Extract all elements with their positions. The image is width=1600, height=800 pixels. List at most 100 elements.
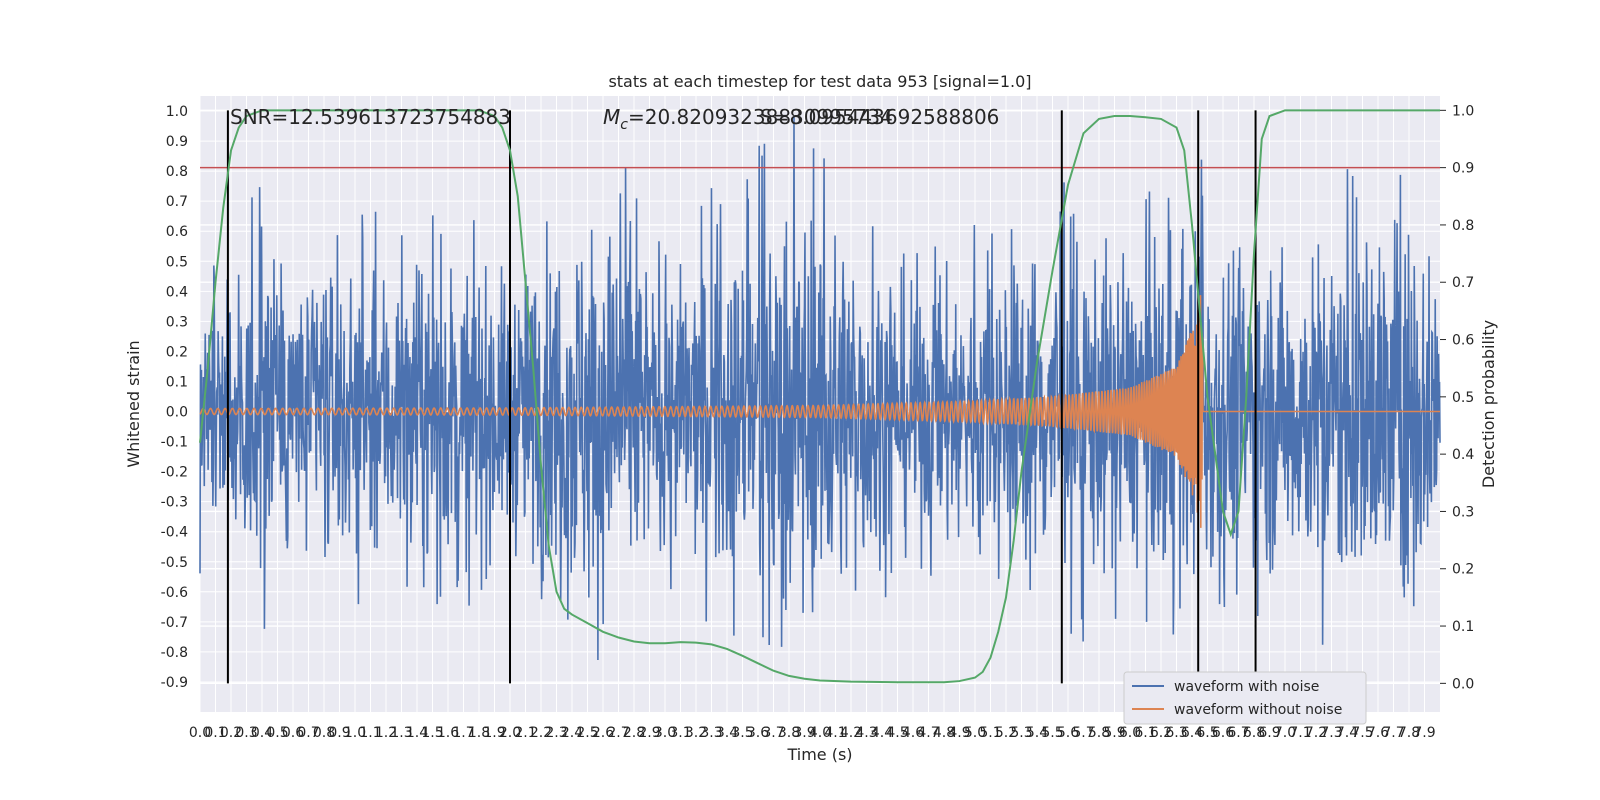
y2-tick-label-9: 0.9 bbox=[1452, 161, 1474, 177]
y2-tick-label-5: 0.5 bbox=[1452, 390, 1474, 406]
x-tick-label-48: 4.8 bbox=[933, 725, 955, 741]
x-tick-label-63: 6.3 bbox=[1165, 725, 1187, 741]
x-tick-label-28: 2.8 bbox=[623, 725, 645, 741]
x-tick-label-46: 4.6 bbox=[902, 725, 924, 741]
x-tick-label-2: 0.2 bbox=[220, 725, 242, 741]
snr-annotation: SNR=12.539613723754883 bbox=[230, 105, 511, 129]
y-tick-label-3: -0.6 bbox=[161, 585, 188, 601]
overlap-annotation: S=8.095443692588806 bbox=[760, 105, 999, 129]
probability-line bbox=[199, 109, 1440, 684]
x-tick-label-56: 5.6 bbox=[1057, 725, 1079, 741]
chirp-mass-subscript: c bbox=[620, 117, 628, 133]
y2-tick-label-2: 0.2 bbox=[1452, 562, 1474, 578]
y2-tick-label-10: 1.0 bbox=[1452, 103, 1474, 119]
x-tick-label-49: 4.9 bbox=[948, 725, 970, 741]
y-axis-title: Whitened strain bbox=[124, 340, 143, 467]
x-tick-label-39: 3.9 bbox=[793, 725, 815, 741]
x-tick-label-17: 1.7 bbox=[452, 725, 474, 741]
x-tick-label-68: 6.8 bbox=[1243, 725, 1265, 741]
legend-box bbox=[1123, 671, 1367, 725]
x-tick-label-21: 2.1 bbox=[514, 725, 536, 741]
x-tick-label-23: 2.3 bbox=[545, 725, 567, 741]
y2-tick-label-0: 0.0 bbox=[1452, 676, 1474, 692]
x-tick-label-30: 3.0 bbox=[654, 725, 676, 741]
y2-tick-label-7: 0.7 bbox=[1452, 275, 1474, 291]
y-tick-label-17: 0.8 bbox=[166, 164, 188, 180]
x-tick-label-45: 4.5 bbox=[886, 725, 908, 741]
x-tick-label-47: 4.7 bbox=[917, 725, 939, 741]
series-detection-probability bbox=[199, 109, 1440, 684]
x-tick-label-9: 0.9 bbox=[328, 725, 350, 741]
x-tick-label-59: 5.9 bbox=[1103, 725, 1125, 741]
x-tick-label-70: 7.0 bbox=[1274, 725, 1296, 741]
x-tick-label-26: 2.6 bbox=[592, 725, 614, 741]
x-tick-label-36: 3.6 bbox=[747, 725, 769, 741]
x-tick-label-54: 5.4 bbox=[1026, 725, 1048, 741]
y-tick-label-1: -0.8 bbox=[161, 645, 188, 661]
chirp-mass-annotation: Mc=20.82093238830995734 bbox=[603, 105, 893, 133]
y-tick-label-18: 0.9 bbox=[166, 134, 188, 150]
x-tick-label-71: 7.1 bbox=[1289, 725, 1311, 741]
x-tick-label-74: 7.4 bbox=[1336, 725, 1358, 741]
x-tick-label-60: 6.0 bbox=[1119, 725, 1141, 741]
x-tick-label-61: 6.1 bbox=[1134, 725, 1156, 741]
x-tick-label-34: 3.4 bbox=[716, 725, 738, 741]
x-tick-label-7: 0.7 bbox=[297, 725, 319, 741]
x-axis-title: Time (s) bbox=[786, 745, 852, 764]
x-tick-label-78: 7.8 bbox=[1398, 725, 1420, 741]
x-tick-label-55: 5.5 bbox=[1041, 725, 1063, 741]
y-tick-label-19: 1.0 bbox=[166, 104, 188, 120]
noise-line bbox=[199, 115, 1441, 661]
x-tick-label-24: 2.4 bbox=[561, 725, 583, 741]
x-tick-label-69: 6.9 bbox=[1258, 725, 1280, 741]
clean-line bbox=[199, 295, 1440, 528]
x-tick-label-15: 1.5 bbox=[421, 725, 443, 741]
x-tick-label-27: 2.7 bbox=[607, 725, 629, 741]
x-tick-label-72: 7.2 bbox=[1305, 725, 1327, 741]
chirp-mass-symbol: M bbox=[603, 105, 620, 129]
legend-label-clean: waveform without noise bbox=[1174, 702, 1342, 718]
chart-title: stats at each timestep for test data 953… bbox=[608, 72, 1031, 91]
x-tick-label-43: 4.3 bbox=[855, 725, 877, 741]
y-tick-label-16: 0.7 bbox=[166, 194, 188, 210]
x-tick-label-76: 7.6 bbox=[1367, 725, 1389, 741]
y2-tick-label-3: 0.3 bbox=[1452, 504, 1474, 520]
y-tick-label-2: -0.7 bbox=[161, 615, 188, 631]
x-tick-label-77: 7.7 bbox=[1382, 725, 1404, 741]
x-tick-label-29: 2.9 bbox=[638, 725, 660, 741]
y-tick-label-15: 0.6 bbox=[166, 224, 188, 240]
x-tick-label-62: 6.2 bbox=[1150, 725, 1172, 741]
x-tick-label-50: 5.0 bbox=[964, 725, 986, 741]
y-tick-label-6: -0.3 bbox=[161, 495, 188, 511]
y-tick-label-12: 0.3 bbox=[166, 314, 188, 330]
y-axis-ticks: -0.9 -0.8 -0.7 -0.6 -0.5 -0.4 -0.3 -0.2 -0.1 0.0 0… bbox=[161, 104, 188, 691]
x-tick-label-25: 2.5 bbox=[576, 725, 598, 741]
x-tick-label-67: 6.7 bbox=[1227, 725, 1249, 741]
y2-tick-label-4: 0.4 bbox=[1452, 447, 1474, 463]
x-tick-label-52: 5.2 bbox=[995, 725, 1017, 741]
y-tick-label-14: 0.5 bbox=[166, 254, 188, 270]
x-tick-label-11: 1.1 bbox=[359, 725, 381, 741]
y2-tick-label-8: 0.8 bbox=[1452, 218, 1474, 234]
legend: waveform with noise waveform without noi… bbox=[1123, 671, 1367, 725]
x-tick-label-53: 5.3 bbox=[1010, 725, 1032, 741]
series-waveform-without-noise bbox=[199, 295, 1440, 528]
x-tick-label-44: 4.4 bbox=[871, 725, 893, 741]
x-tick-label-32: 3.2 bbox=[685, 725, 707, 741]
x-tick-label-38: 3.8 bbox=[778, 725, 800, 741]
series-waveform-with-noise bbox=[199, 115, 1441, 661]
x-tick-label-4: 0.4 bbox=[251, 725, 273, 741]
x-tick-label-42: 4.2 bbox=[840, 725, 862, 741]
x-tick-label-10: 1.0 bbox=[344, 725, 366, 741]
x-tick-label-22: 2.2 bbox=[530, 725, 552, 741]
y2-tick-label-6: 0.6 bbox=[1452, 333, 1474, 349]
x-tick-label-13: 1.3 bbox=[390, 725, 412, 741]
y-tick-label-9: 0.0 bbox=[166, 405, 188, 421]
x-tick-label-6: 0.6 bbox=[282, 725, 304, 741]
x-tick-label-33: 3.3 bbox=[700, 725, 722, 741]
x-tick-label-1: 0.1 bbox=[204, 725, 226, 741]
x-tick-label-41: 4.1 bbox=[824, 725, 846, 741]
x-tick-label-31: 3.1 bbox=[669, 725, 691, 741]
x-tick-label-35: 3.5 bbox=[731, 725, 753, 741]
x-tick-label-3: 0.3 bbox=[235, 725, 257, 741]
